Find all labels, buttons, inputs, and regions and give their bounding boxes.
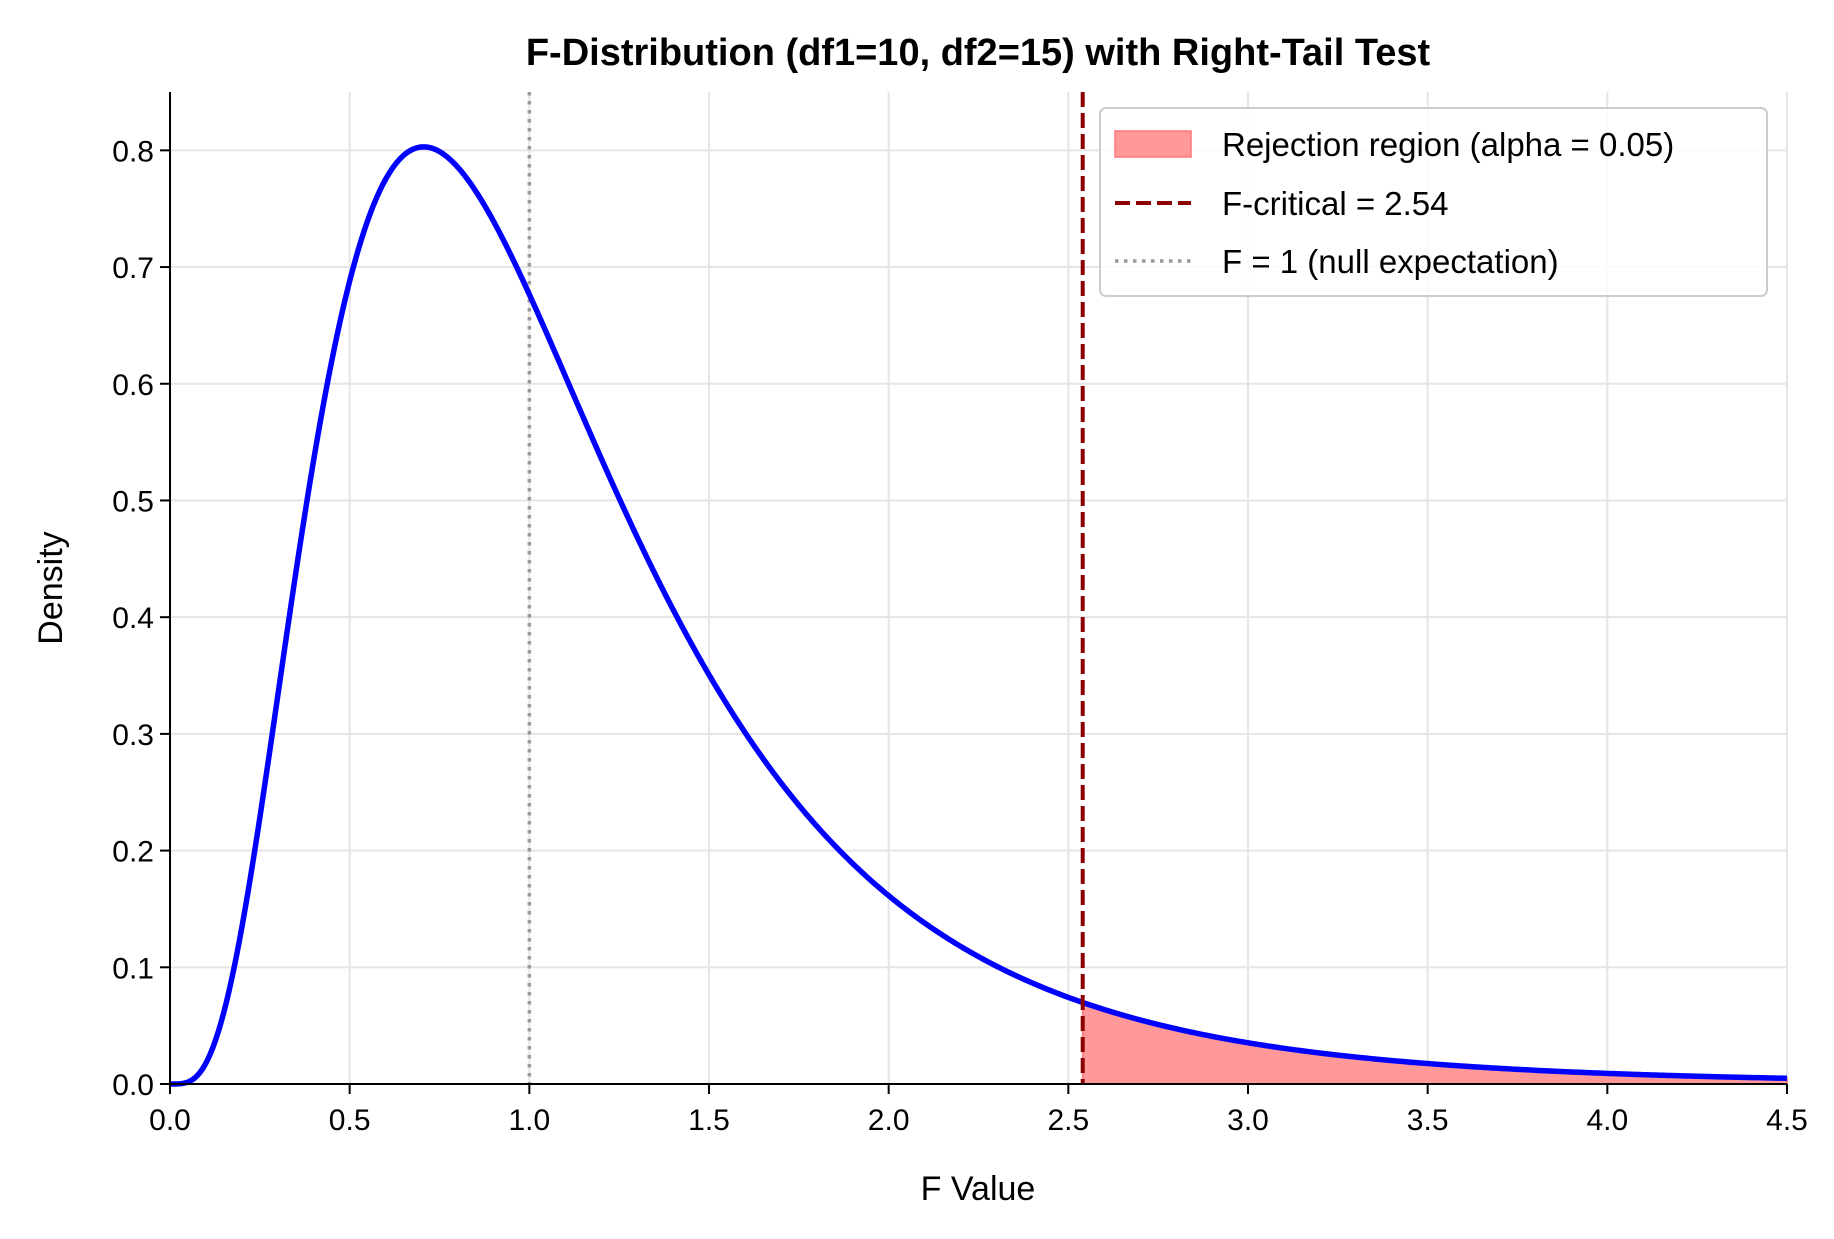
y-tick-label: 0.4	[112, 602, 154, 635]
x-tick-label: 4.5	[1766, 1104, 1808, 1137]
x-tick-label: 2.5	[1047, 1104, 1089, 1137]
legend: Rejection region (alpha = 0.05) F-critic…	[1099, 107, 1768, 297]
y-tick-label: 0.2	[112, 836, 154, 869]
legend-patch-icon	[1114, 130, 1192, 158]
legend-label-fcritical: F-critical = 2.54	[1222, 185, 1449, 222]
legend-box	[1099, 107, 1768, 297]
x-tick-label: 1.0	[508, 1104, 550, 1137]
y-tick-label: 0.0	[112, 1069, 154, 1102]
x-tick-label: 0.5	[329, 1104, 371, 1137]
legend-label-null: F = 1 (null expectation)	[1222, 243, 1559, 280]
pdf-curve	[170, 144, 1788, 1087]
x-tick-label: 3.0	[1227, 1104, 1269, 1137]
x-tick-label: 2.0	[868, 1104, 910, 1137]
x-axis-label: F Value	[921, 1170, 1036, 1208]
y-tick-label: 0.1	[112, 952, 154, 985]
y-axis-label: Density	[32, 531, 70, 644]
y-tick-label: 0.8	[112, 135, 154, 168]
x-tick-label: 4.0	[1586, 1104, 1628, 1137]
y-tick-label: 0.5	[112, 485, 154, 518]
y-tick-label: 0.3	[112, 719, 154, 752]
chart-title: F-Distribution (df1=10, df2=15) with Rig…	[526, 32, 1431, 74]
x-tick-label: 0.0	[149, 1104, 191, 1137]
legend-label-rejection: Rejection region (alpha = 0.05)	[1222, 126, 1674, 163]
x-tick-label: 3.5	[1407, 1104, 1449, 1137]
y-tick-label: 0.7	[112, 252, 154, 285]
ticks: 0.0 0.5 1.0 1.5 2.0 2.5 3.0 3.5 4.0 4.5 0.0 0.1 0.2 0…	[112, 135, 1808, 1137]
rejection-region	[1081, 1001, 1788, 1085]
x-tick-label: 1.5	[688, 1104, 730, 1137]
y-tick-label: 0.6	[112, 369, 154, 402]
